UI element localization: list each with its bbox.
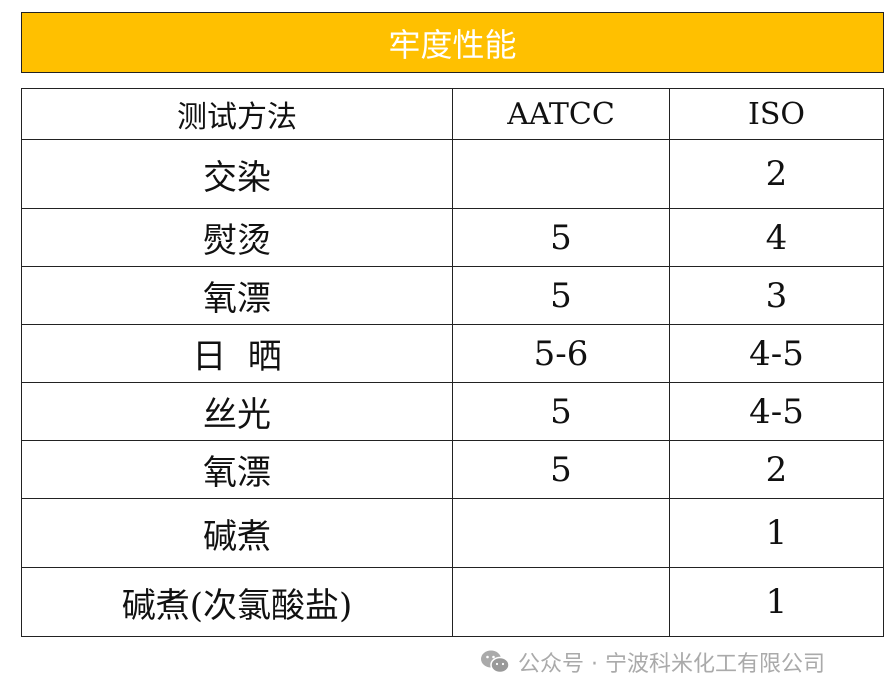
table-row: 碱煮 1 — [21, 498, 884, 568]
cell-aatcc — [452, 139, 670, 209]
cell-iso: 1 — [669, 567, 884, 637]
header-method: 测试方法 — [21, 88, 453, 140]
header-aatcc: AATCC — [452, 88, 670, 140]
cell-method: 交染 — [21, 139, 453, 209]
header-row: 测试方法 AATCC ISO — [21, 88, 884, 140]
cell-method: 熨烫 — [21, 208, 453, 267]
table-row: 氧漂 5 2 — [21, 440, 884, 499]
cell-iso: 2 — [669, 139, 884, 209]
cell-iso: 4-5 — [669, 382, 884, 441]
cell-method: 氧漂 — [21, 440, 453, 499]
cell-method: 丝光 — [21, 382, 453, 441]
header-iso: ISO — [669, 88, 884, 140]
cell-method: 碱煮 — [21, 498, 453, 568]
watermark-text: 公众号 · 宁波科米化工有限公司 — [518, 652, 825, 677]
cell-aatcc — [452, 567, 670, 637]
wechat-icon — [481, 650, 510, 674]
cell-aatcc: 5 — [452, 266, 670, 325]
cell-aatcc: 5 — [452, 440, 670, 499]
cell-aatcc: 5 — [452, 382, 670, 441]
cell-method: 氧漂 — [21, 266, 453, 325]
table-row: 交染 2 — [21, 139, 884, 209]
table-row: 丝光 5 4-5 — [21, 382, 884, 441]
cell-aatcc — [452, 498, 670, 568]
table-row: 碱煮(次氯酸盐) 1 — [21, 567, 884, 637]
table-row: 氧漂 5 3 — [21, 266, 884, 325]
cell-iso: 4 — [669, 208, 884, 267]
cell-iso: 4-5 — [669, 324, 884, 383]
fastness-table: 测试方法 AATCC ISO 交染 2 熨烫 5 4 氧漂 5 3 日 晒 5-6 4-5 丝光 5 4-… — [21, 88, 884, 637]
cell-aatcc: 5-6 — [452, 324, 670, 383]
table-title: 牢度性能 — [21, 12, 884, 73]
cell-iso: 1 — [669, 498, 884, 568]
table-row: 日 晒 5-6 4-5 — [21, 324, 884, 383]
cell-aatcc: 5 — [452, 208, 670, 267]
cell-iso: 2 — [669, 440, 884, 499]
cell-method: 碱煮(次氯酸盐) — [21, 567, 453, 637]
cell-iso: 3 — [669, 266, 884, 325]
watermark: 公众号 · 宁波科米化工有限公司 — [480, 646, 825, 678]
cell-method: 日 晒 — [21, 324, 453, 383]
table-row: 熨烫 5 4 — [21, 208, 884, 267]
